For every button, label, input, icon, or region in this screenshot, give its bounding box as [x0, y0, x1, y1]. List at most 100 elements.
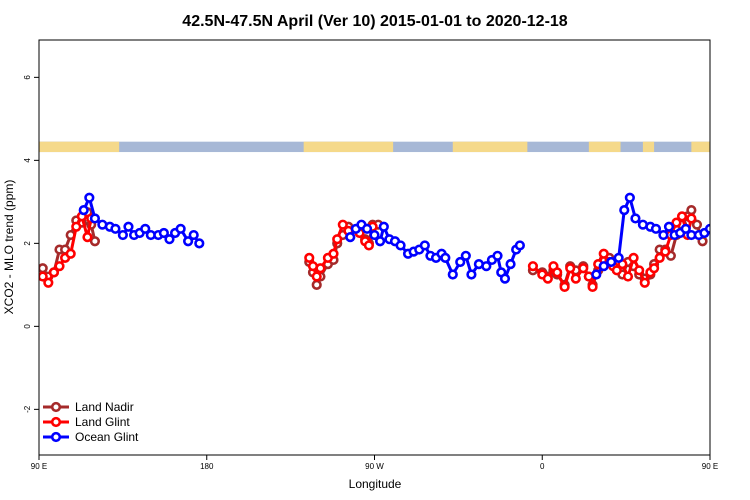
ocean-glint-point — [624, 192, 635, 203]
ocean-glint-point — [117, 229, 128, 241]
y-tick-label: -2 — [23, 405, 32, 413]
land-glint-point — [65, 248, 76, 259]
land-nadir-point — [311, 279, 322, 290]
y-tick-label: 6 — [23, 75, 32, 80]
chart-title: 42.5N-47.5N April (Ver 10) 2015-01-01 to… — [182, 13, 568, 30]
land-segment — [39, 141, 120, 153]
land-glint-point — [686, 213, 697, 224]
land-glint-point — [542, 273, 553, 284]
land-glint-point — [82, 232, 93, 243]
land-glint-point — [578, 263, 589, 274]
ocean-glint-point — [663, 221, 675, 232]
ocean-glint-point — [369, 229, 380, 241]
ocean-glint-point — [361, 223, 373, 234]
ocean-glint-point — [680, 223, 691, 234]
ocean-glint-point — [164, 234, 175, 245]
ocean-glint-point — [606, 256, 617, 268]
ocean-glint-point — [89, 213, 101, 224]
ocean-glint-point — [175, 223, 186, 234]
land-glint-point — [648, 263, 660, 274]
land-nadir-point — [691, 219, 703, 230]
ocean-glint-point — [345, 232, 356, 243]
land-glint-point — [43, 277, 54, 288]
ocean-glint-point — [123, 221, 134, 232]
land-glint-point — [676, 211, 688, 222]
ocean-glint-point — [613, 252, 624, 263]
ocean-glint-point — [419, 240, 430, 251]
plot-frame — [38, 39, 711, 456]
land-glint-point — [628, 252, 639, 263]
ocean-glint-point — [630, 213, 641, 224]
ocean-glint-point — [440, 252, 451, 263]
land-glint-point — [328, 248, 339, 259]
land-glint-point — [622, 271, 634, 282]
ocean-glint-point — [650, 223, 662, 234]
legend-ocean-glint-label: Ocean Glint — [75, 430, 139, 444]
ocean-glint-point — [460, 250, 471, 261]
land-glint-point — [315, 263, 326, 274]
x-tick-label: 90 W — [365, 462, 384, 471]
land-glint-point — [552, 267, 563, 278]
land-glint-point — [332, 234, 343, 245]
land-glint-point — [671, 217, 682, 228]
land-nadir-point — [39, 263, 48, 274]
land-glint-point — [39, 271, 48, 282]
land-segment — [303, 141, 394, 153]
land-glint-point — [639, 277, 650, 288]
land-segment — [642, 141, 655, 153]
ocean-glint-point — [481, 261, 492, 272]
ocean-glint-point — [140, 223, 151, 234]
land-glint-point — [660, 246, 671, 257]
ocean-glint-point — [188, 229, 199, 241]
legend-land-nadir-label: Land Nadir — [75, 400, 134, 414]
ocean-glint-point — [84, 192, 95, 203]
x-tick-label: 180 — [200, 462, 214, 471]
y-tick-label: 4 — [23, 158, 32, 163]
legend-land-nadir-marker — [50, 401, 62, 413]
ocean-glint-point — [499, 273, 511, 284]
ocean-glint-point — [378, 221, 389, 232]
land-glint-point — [71, 221, 82, 232]
ocean-glint-point — [455, 256, 466, 268]
land-glint-point — [311, 271, 322, 282]
land-segment — [588, 141, 621, 153]
land-nadir-point — [89, 236, 101, 247]
land-glint-point — [559, 281, 570, 293]
ocean-glint-point — [158, 227, 169, 239]
ocean-glint-point — [619, 205, 630, 216]
ocean-glint-point — [78, 205, 89, 216]
land-glint-point — [611, 265, 622, 276]
ocean-glint-point — [447, 269, 458, 280]
ocean-glint-point — [505, 259, 516, 270]
land-glint-point — [337, 219, 348, 230]
ocean-glint-point — [194, 238, 205, 249]
land-glint-point — [587, 281, 598, 293]
legend-land-glint-label: Land Glint — [75, 415, 130, 429]
land-glint-point — [48, 267, 60, 278]
land-segment — [452, 141, 528, 153]
ocean-glint-point — [704, 223, 710, 234]
ocean-glint-point — [395, 240, 406, 251]
land-glint-point — [304, 252, 315, 263]
ocean-glint-point — [466, 269, 477, 280]
land-glint-point — [527, 261, 539, 272]
ocean-glint-point — [658, 229, 669, 241]
ocean-glint-point — [591, 269, 602, 280]
y-tick-label: 0 — [23, 324, 32, 329]
land-glint-point — [363, 240, 375, 251]
land-glint-point — [570, 273, 581, 284]
land-glint-point — [565, 263, 576, 274]
land-glint-point — [634, 265, 645, 276]
x-axis-label: Longitude — [349, 477, 402, 491]
ocean-glint-point — [110, 223, 121, 234]
ocean-glint-point — [598, 261, 609, 272]
x-tick-label: 0 — [540, 462, 545, 471]
land-segment — [744, 142, 750, 152]
series-layer — [39, 192, 710, 293]
x-tick-label: 90 E — [31, 462, 47, 471]
land-glint-point — [54, 261, 65, 272]
y-tick-label: 2 — [23, 241, 32, 246]
land-ocean-band — [39, 141, 750, 153]
